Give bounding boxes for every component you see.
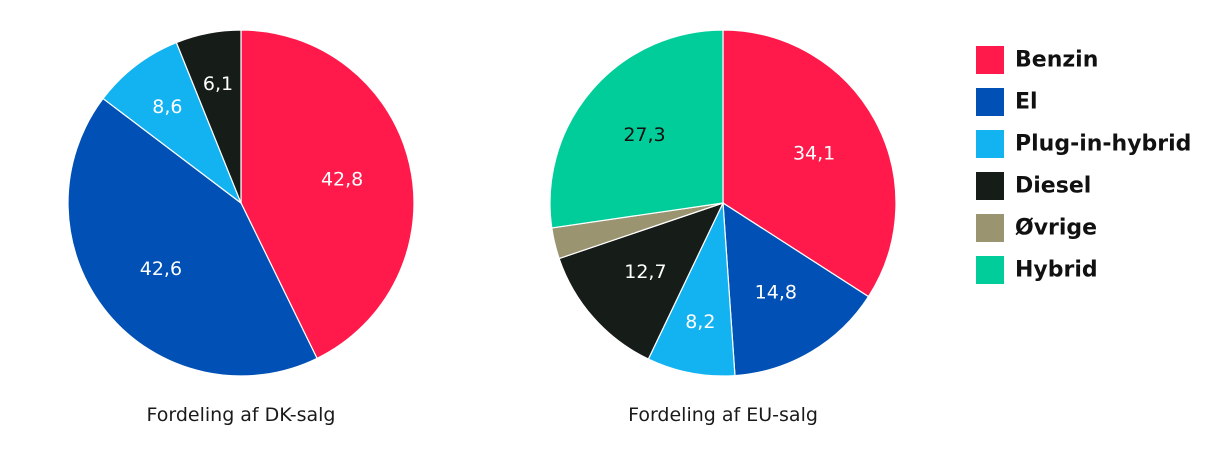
legend-item-hybrid: Hybrid — [976, 256, 1098, 284]
slice-eu-hybrid — [549, 29, 724, 229]
legend: Benzin El Plug-in-hybrid Diesel Øvrige Hybrid — [976, 46, 1191, 284]
slice-eu-el — [722, 201, 870, 377]
legend-item-ovrige: Øvrige — [976, 214, 1097, 242]
legend-label-hybrid: Hybrid — [1015, 258, 1098, 283]
slice-eu-benzin — [722, 29, 897, 298]
slice-eu-diesel — [558, 201, 725, 360]
slice-dk-plug-in-hybrid — [102, 41, 243, 205]
legend-swatch-el — [976, 88, 1004, 116]
legend-label-benzin: Benzin — [1015, 48, 1098, 73]
legend-swatch-plug-in-hybrid — [976, 130, 1004, 158]
legend-item-benzin: Benzin — [976, 46, 1098, 74]
legend-item-plug-in-hybrid: Plug-in-hybrid — [976, 130, 1191, 158]
legend-item-diesel: Diesel — [976, 172, 1091, 200]
slice-dk-el — [67, 97, 318, 377]
slice-label-eu-hybrid: 27,3 — [623, 124, 665, 146]
slice-label-dk-el: 42,6 — [140, 258, 182, 280]
slice-label-dk-diesel: 6,1 — [203, 73, 233, 95]
legend-item-el: El — [976, 88, 1038, 116]
slice-label-dk-plug-in-hybrid: 8,6 — [152, 96, 182, 118]
legend-swatch-hybrid — [976, 256, 1004, 284]
slice-label-eu-el: 14,8 — [755, 281, 797, 303]
legend-swatch-diesel — [976, 172, 1004, 200]
slice-eu-plug-in-hybrid — [647, 200, 736, 377]
pie-title-dk: Fordeling af DK-salg — [146, 404, 335, 426]
slice-dk-diesel — [175, 29, 242, 204]
pie-eu: 34,1 14,8 8,2 12,7 27,3 — [549, 29, 897, 377]
pie-title-eu: Fordeling af EU-salg — [628, 404, 818, 426]
legend-swatch-ovrige — [976, 214, 1004, 242]
slice-dk-benzin — [240, 29, 415, 360]
pie-dk: 42,8 42,6 8,6 6,1 — [67, 29, 415, 377]
slice-label-eu-plug-in-hybrid: 8,2 — [685, 311, 715, 333]
slice-label-eu-diesel: 12,7 — [624, 261, 666, 283]
legend-label-diesel: Diesel — [1015, 174, 1091, 199]
legend-swatch-benzin — [976, 46, 1004, 74]
slice-label-dk-benzin: 42,8 — [321, 169, 363, 191]
legend-label-plug-in-hybrid: Plug-in-hybrid — [1015, 132, 1191, 157]
legend-label-el: El — [1015, 90, 1038, 115]
legend-label-ovrige: Øvrige — [1015, 216, 1097, 241]
slice-label-eu-benzin: 34,1 — [793, 142, 835, 164]
